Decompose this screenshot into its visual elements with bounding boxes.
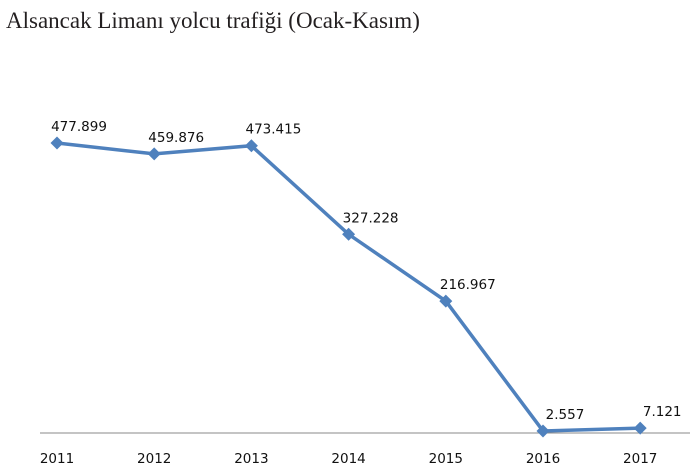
data-label: 477.899 (51, 119, 107, 135)
chart-title: Alsancak Limanı yolcu trafiği (Ocak-Kası… (6, 8, 420, 33)
marker (633, 421, 647, 435)
marker (342, 227, 356, 241)
marker (50, 136, 64, 150)
marker (244, 139, 258, 153)
x-tick-label: 2017 (623, 451, 657, 467)
line (56, 141, 641, 433)
marker (147, 147, 161, 161)
data-label: 7.121 (643, 404, 682, 420)
data-label: 473.415 (245, 122, 301, 138)
data-label: 459.876 (148, 130, 204, 146)
data-label: 327.228 (343, 210, 399, 226)
data-label: 2.557 (546, 407, 585, 423)
x-tick-label: 2016 (526, 451, 560, 467)
x-tick-label: 2012 (137, 451, 171, 467)
x-tick-label: 2011 (40, 451, 74, 467)
marker (536, 424, 550, 438)
x-tick-label: 2014 (331, 451, 365, 467)
data-label: 216.967 (440, 277, 496, 293)
x-tick-label: 2013 (234, 451, 268, 467)
marker (439, 294, 453, 308)
x-tick-label: 2015 (429, 451, 463, 467)
